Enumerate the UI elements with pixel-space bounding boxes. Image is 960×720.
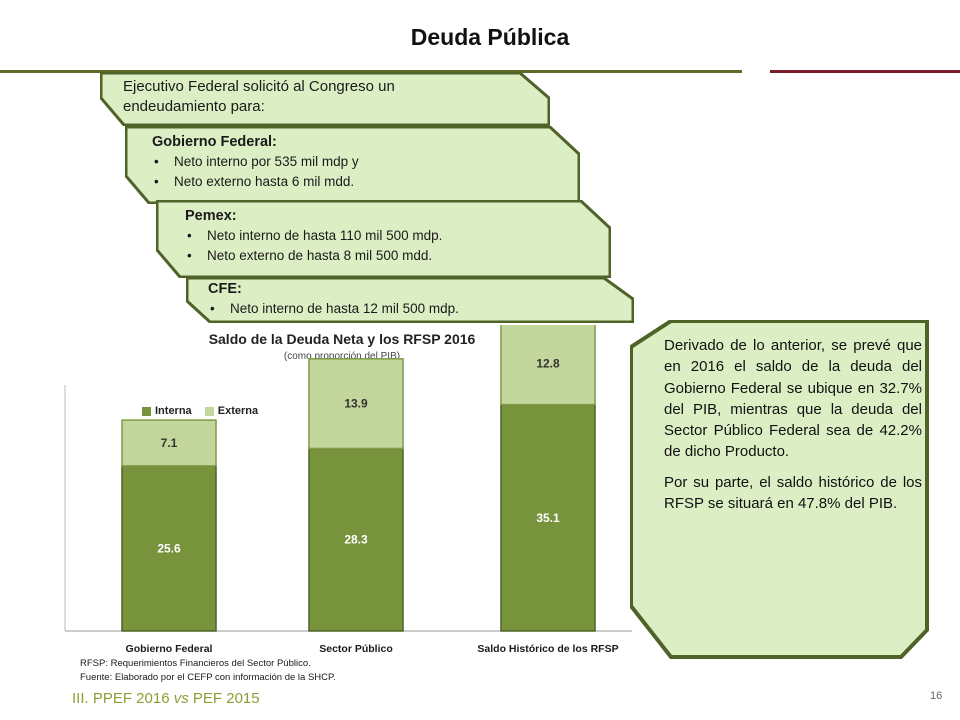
data-label: 12.8 — [536, 356, 560, 370]
data-label: 35.1 — [536, 511, 560, 525]
chart-legend: Interna Externa — [142, 405, 268, 417]
footer-section-vs: vs — [173, 690, 189, 707]
banner-intro: Ejecutivo Federal solicitó al Congreso u… — [100, 72, 550, 126]
data-label: 13.9 — [344, 397, 368, 411]
legend-label-interna: Interna — [155, 405, 192, 417]
category-label: Sector Público — [319, 643, 393, 655]
data-label: 7.1 — [161, 436, 178, 450]
category-label: Gobierno Federal — [125, 643, 213, 655]
chart-footnote-rfsp: RFSP: Requerimientos Financieros del Sec… — [80, 658, 311, 669]
bar-externa — [500, 325, 596, 406]
legend-label-externa: Externa — [217, 405, 259, 417]
banner-intro-line-2: endeudamiento para: — [123, 98, 265, 115]
debt-chart: Saldo de la Deuda Neta y los RFSP 2016 (… — [62, 325, 637, 685]
banner-gobierno-federal: Gobierno Federal: Neto interno por 535 m… — [125, 126, 580, 204]
bar-externa — [308, 358, 404, 450]
legend-swatch-interna — [142, 406, 151, 416]
chart-subtitle: (como proporción del PIB) — [283, 351, 401, 362]
callout-paragraph-1: Derivado de lo anterior, se prevé que en… — [664, 337, 922, 461]
title-rule-red — [770, 70, 960, 73]
banner-cfe: CFE: Neto interno de hasta 12 mil 500 md… — [186, 277, 634, 323]
footer-section-main: III. PPEF 2016 — [72, 690, 170, 707]
list-item: Neto interno de hasta 110 mil 500 mdp. — [185, 226, 442, 246]
banner-pemex: Pemex: Neto interno de hasta 110 mil 500… — [156, 200, 611, 278]
page-number: 16 — [930, 690, 943, 702]
callout-box: Derivado de lo anterior, se prevé que en… — [630, 320, 960, 660]
banner-gobierno-federal-head: Gobierno Federal: — [152, 134, 277, 150]
legend-item-interna: Interna — [142, 405, 192, 417]
legend-item-externa: Externa — [204, 405, 259, 417]
callout-paragraph-2: Por su parte, el saldo histórico de los … — [664, 473, 922, 513]
list-item: Neto interno de hasta 12 mil 500 mdp. — [208, 299, 459, 319]
footer-section-rest: PEF 2015 — [192, 690, 260, 707]
chart-plot: 25.6 7.1 28.3 13.9 35.1 12.8 — [64, 325, 632, 632]
list-item: Neto interno por 535 mil mdp y — [152, 152, 359, 172]
footer-section: III. PPEF 2016 vs PEF 2015 — [72, 690, 260, 707]
list-item: Neto externo hasta 6 mil mdd. — [152, 172, 359, 192]
banner-pemex-head: Pemex: — [185, 208, 237, 224]
page-title: Deuda Pública — [410, 24, 570, 50]
banner-intro-line-1: Ejecutivo Federal solicitó al Congreso u… — [123, 78, 395, 95]
bar-interna — [500, 403, 596, 632]
list-item: Neto externo de hasta 8 mil 500 mdd. — [185, 246, 442, 266]
legend-swatch-externa — [204, 406, 214, 416]
bar-interna — [308, 447, 404, 632]
category-label: Saldo Histórico de los RFSP — [477, 643, 619, 655]
bar-externa — [121, 419, 217, 467]
chart-title: Saldo de la Deuda Neta y los RFSP 2016 — [208, 331, 476, 347]
banner-cfe-head: CFE: — [208, 281, 242, 297]
data-label: 25.6 — [157, 541, 181, 555]
chart-footnote-source: Fuente: Elaborado por el CEFP con inform… — [80, 672, 336, 683]
data-label: 28.3 — [344, 533, 368, 547]
